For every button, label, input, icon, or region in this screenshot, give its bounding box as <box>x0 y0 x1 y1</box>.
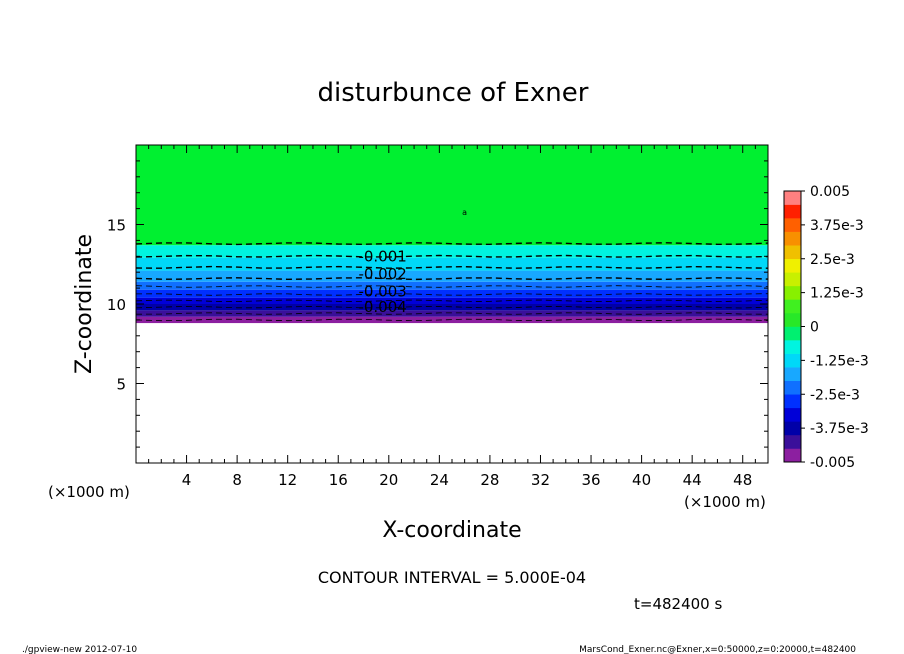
colorbar-swatch-9 <box>784 326 801 341</box>
contour-interval-text: CONTOUR INTERVAL = 5.000E-04 <box>318 568 586 587</box>
contour-line-2 <box>135 305 769 309</box>
colorbar-tick-label: 0.005 <box>810 184 850 200</box>
contour-band-6 <box>136 270 768 282</box>
x-tick-label: 12 <box>278 471 297 489</box>
footer-left: ./gpview-new 2012-07-10 <box>22 645 137 654</box>
contour-band-7 <box>136 257 768 271</box>
y-axis-label: Z-coordinate <box>72 234 97 374</box>
x-axis-unit-right: (×1000 m) <box>684 493 766 511</box>
colorbar-swatch-13 <box>784 272 801 287</box>
chart-title: disturbunce of Exner <box>318 78 589 108</box>
contour-line-3 <box>135 299 769 303</box>
contour-band-4 <box>136 289 768 298</box>
colorbar-swatch-3 <box>784 407 801 422</box>
contour-label-3: -0.004 <box>358 298 406 316</box>
colorbar-swatch-12 <box>784 285 801 300</box>
colorbar-tick-label: -1.25e-3 <box>810 353 869 369</box>
y-tick-label: 10 <box>107 296 126 314</box>
colorbar-swatch-8 <box>784 340 801 354</box>
contour-line-6 <box>135 277 769 281</box>
contour-band-9 <box>136 145 768 246</box>
x-tick-label: 4 <box>182 471 192 489</box>
colorbar-swatch-0 <box>784 448 801 463</box>
y-tick-label: 15 <box>107 217 126 235</box>
contour-band-1 <box>136 310 768 317</box>
colorbar-tick-label: 1.25e-3 <box>810 286 864 302</box>
contour-line-4 <box>135 293 769 296</box>
colorbar-swatch-7 <box>784 353 801 368</box>
contour-band-0 <box>136 316 768 324</box>
contour-line-7 <box>135 265 769 269</box>
colorbar-tick-label: 3.75e-3 <box>810 218 864 234</box>
colorbar-tick-label: 0 <box>810 320 819 336</box>
contour-label-0: -0.001 <box>358 247 406 265</box>
contour-label-2: -0.003 <box>358 282 406 300</box>
contour-line-5 <box>135 285 769 288</box>
x-tick-label: 32 <box>531 471 550 489</box>
x-tick-label: 48 <box>733 471 752 489</box>
colorbar-swatch-10 <box>784 312 801 327</box>
contour-line-0 <box>135 318 769 322</box>
colorbar-swatch-16 <box>784 231 801 246</box>
y-axis-ticks: 5 10 15 <box>107 160 768 448</box>
colorbar-swatch-2 <box>784 421 801 436</box>
colorbar-swatch-17 <box>784 218 801 232</box>
x-axis-ticks: 4 8 12 16 20 24 28 32 36 40 44 48 <box>148 145 756 489</box>
x-tick-label: 8 <box>232 471 242 489</box>
contour-lines <box>135 242 769 322</box>
colorbar-swatch-11 <box>784 299 801 314</box>
x-tick-label: 40 <box>632 471 651 489</box>
x-tick-label: 28 <box>480 471 499 489</box>
x-tick-label: 24 <box>430 471 449 489</box>
x-tick-label: 44 <box>683 471 702 489</box>
colorbar-swatch-19 <box>784 191 801 205</box>
time-text: t=482400 s <box>634 595 722 613</box>
x-axis-label: X-coordinate <box>382 518 521 543</box>
colorbar-swatch-6 <box>784 367 801 381</box>
colorbar-tick-label: -3.75e-3 <box>810 421 869 437</box>
contour-line-8 <box>135 254 769 258</box>
contour-band-8 <box>136 245 768 258</box>
y-tick-label: 5 <box>116 376 126 394</box>
colorbar-swatch-1 <box>784 434 801 449</box>
contour-band-3 <box>136 297 768 304</box>
x-tick-label: 16 <box>329 471 348 489</box>
colorbar-swatch-15 <box>784 245 801 260</box>
x-tick-label: 20 <box>379 471 398 489</box>
contour-band-2 <box>136 304 768 311</box>
x-tick-label: 36 <box>581 471 600 489</box>
footer-right: MarsCond_Exner.nc@Exner,x=0:50000,z=0:20… <box>579 645 856 654</box>
colorbar-tick-label: -0.005 <box>810 455 855 471</box>
contour-band-5 <box>136 281 768 290</box>
colorbar-swatch-18 <box>784 204 801 219</box>
contour-small-label: a <box>462 208 467 217</box>
colorbar-tick-label: 2.5e-3 <box>810 252 855 268</box>
colorbar-swatch-4 <box>784 394 801 409</box>
contour-line-9 <box>135 242 769 246</box>
contour-fill-bands <box>136 145 768 324</box>
colorbar-swatch-5 <box>784 380 801 395</box>
colorbar <box>783 190 802 463</box>
x-axis-unit-left: (×1000 m) <box>48 483 130 501</box>
contour-label-1: -0.002 <box>358 265 406 283</box>
contour-labels: -0.001-0.002-0.003-0.004 a <box>358 208 467 316</box>
colorbar-tick-labels: 0.005 3.75e-3 2.5e-3 1.25e-3 0 -1.25e-3 -2.5e-… <box>801 184 869 471</box>
colorbar-tick-label: -2.5e-3 <box>810 387 860 403</box>
contour-line-1 <box>135 312 769 315</box>
colorbar-swatch-14 <box>784 258 801 273</box>
